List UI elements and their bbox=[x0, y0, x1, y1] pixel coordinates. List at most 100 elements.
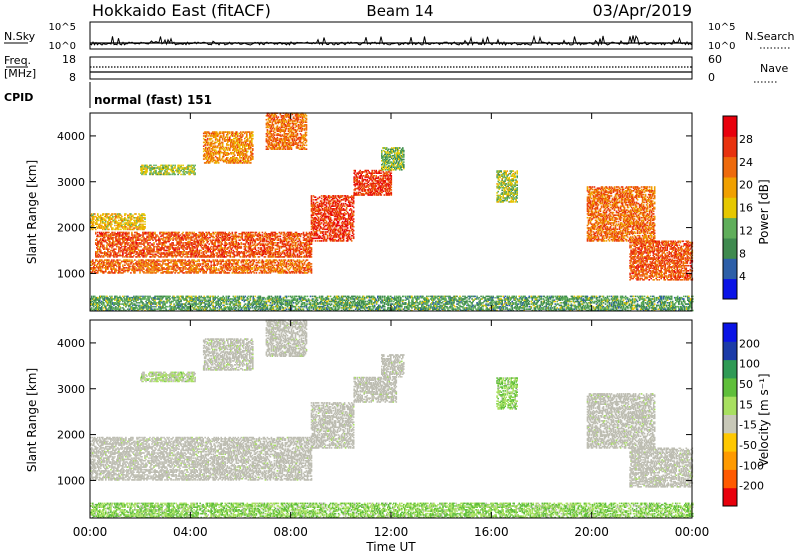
power-cell bbox=[287, 269, 290, 272]
power-cell bbox=[201, 244, 203, 247]
power-cell bbox=[96, 259, 98, 261]
power-cell bbox=[128, 269, 130, 272]
power-cell bbox=[162, 261, 164, 264]
power-cell bbox=[117, 234, 119, 236]
power-cell bbox=[310, 272, 313, 274]
power-cell bbox=[99, 235, 101, 238]
power-cell bbox=[266, 259, 269, 261]
power-cell bbox=[103, 239, 105, 241]
power-cell bbox=[216, 252, 218, 254]
power-cell bbox=[223, 263, 225, 265]
power-cell bbox=[120, 272, 122, 274]
power-cell bbox=[124, 260, 126, 263]
power-cell bbox=[185, 264, 187, 266]
power-cell bbox=[262, 264, 265, 266]
power-cell bbox=[280, 231, 283, 234]
noise-right-tick-bottom: 10^0 bbox=[708, 41, 735, 52]
power-cell bbox=[126, 235, 128, 238]
power-cell bbox=[119, 263, 121, 265]
power-cell bbox=[248, 268, 251, 270]
power-cell bbox=[120, 231, 122, 234]
power-cell bbox=[307, 235, 310, 238]
power-cell bbox=[101, 243, 103, 245]
power-cell bbox=[147, 242, 149, 244]
power-cell bbox=[118, 238, 120, 240]
power-cell bbox=[123, 245, 125, 248]
power-cell bbox=[139, 267, 141, 269]
power-cell bbox=[242, 259, 245, 261]
power-cell bbox=[110, 234, 112, 236]
power-cell bbox=[126, 253, 128, 256]
power-cell bbox=[203, 233, 205, 235]
power-cell bbox=[103, 252, 105, 254]
power-cell bbox=[242, 269, 245, 272]
power-cell bbox=[179, 259, 181, 261]
power-cell bbox=[298, 238, 301, 240]
power-cell bbox=[124, 235, 126, 238]
power-cell bbox=[124, 233, 126, 235]
power-cell bbox=[99, 269, 101, 272]
power-cell bbox=[251, 263, 254, 265]
power-cell bbox=[352, 225, 355, 228]
power-cell bbox=[114, 256, 116, 258]
power-cell bbox=[115, 236, 117, 239]
power-cell bbox=[224, 265, 226, 268]
power-cell bbox=[92, 269, 94, 272]
power-cell bbox=[243, 267, 246, 269]
power-cell bbox=[123, 267, 125, 269]
power-cell bbox=[129, 260, 131, 263]
power-cell bbox=[218, 269, 220, 272]
power-cell bbox=[107, 265, 109, 268]
power-cell bbox=[296, 268, 299, 270]
power-cell bbox=[172, 270, 174, 273]
power-cell bbox=[122, 235, 124, 238]
power-cell bbox=[201, 268, 203, 270]
power-cell bbox=[158, 236, 160, 239]
power-cell bbox=[172, 265, 174, 268]
power-cell bbox=[122, 264, 124, 266]
power-cell bbox=[284, 269, 287, 272]
power-cell bbox=[108, 259, 110, 261]
power-cell bbox=[138, 245, 140, 248]
power-cell bbox=[184, 259, 186, 261]
power-cell bbox=[118, 268, 120, 270]
power-cell bbox=[213, 236, 215, 239]
power-cell bbox=[167, 263, 169, 265]
power-cell bbox=[133, 263, 135, 265]
power-cell bbox=[243, 270, 246, 273]
power-cell bbox=[210, 265, 212, 268]
power-cell bbox=[182, 259, 184, 261]
power-cell bbox=[145, 260, 147, 263]
power-cell bbox=[120, 243, 122, 245]
power-cell bbox=[231, 263, 234, 265]
power-cell bbox=[232, 259, 235, 261]
power-cell bbox=[127, 236, 129, 239]
power-cell bbox=[162, 260, 164, 263]
power-cell bbox=[170, 261, 172, 264]
power-cell bbox=[120, 254, 122, 257]
power-cell bbox=[135, 269, 137, 272]
power-region-0 bbox=[90, 259, 313, 274]
power-cell bbox=[309, 265, 312, 268]
power-cell bbox=[281, 270, 284, 273]
power-cell bbox=[124, 249, 126, 252]
power-cell bbox=[289, 272, 292, 274]
power-cell bbox=[157, 267, 159, 269]
power-cell bbox=[316, 233, 319, 236]
power-cell bbox=[156, 265, 158, 268]
power-cell bbox=[277, 263, 280, 265]
power-cell bbox=[289, 261, 292, 264]
power-cell bbox=[241, 269, 244, 272]
power-cell bbox=[161, 265, 163, 268]
noise-right-tick-top: 10^5 bbox=[708, 22, 735, 33]
power-cell bbox=[154, 263, 156, 265]
power-cell bbox=[280, 265, 283, 268]
power-cell bbox=[93, 265, 95, 268]
power-cell bbox=[180, 260, 182, 263]
power-cell bbox=[158, 269, 160, 272]
power-cell bbox=[110, 263, 112, 265]
power-cell bbox=[171, 272, 173, 274]
power-cell bbox=[241, 264, 244, 266]
power-cell bbox=[190, 272, 192, 274]
power-cell bbox=[123, 249, 125, 252]
